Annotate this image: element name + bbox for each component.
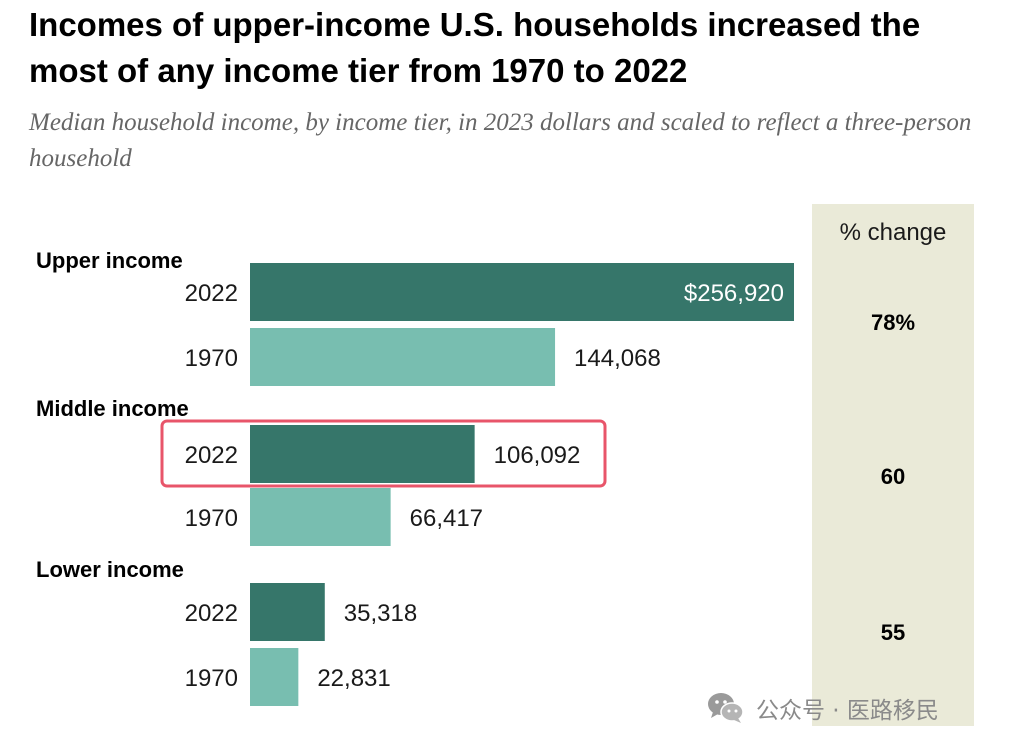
bar-upper-income-1970 bbox=[250, 328, 556, 386]
change-value: 55 bbox=[881, 620, 905, 645]
bar-lower-income-2022 bbox=[250, 583, 325, 641]
data-label: 66,417 bbox=[410, 505, 483, 532]
watermark-text: 公众号 · 医路移民 bbox=[756, 698, 939, 724]
bar-middle-income-1970 bbox=[250, 488, 391, 546]
watermark: 公众号 · 医路移民 bbox=[706, 688, 939, 728]
data-label: 106,092 bbox=[494, 442, 581, 469]
wechat-icon bbox=[708, 693, 744, 723]
year-tick-label: 1970 bbox=[185, 665, 238, 692]
data-label: 144,068 bbox=[574, 345, 661, 372]
group-label: Lower income bbox=[36, 557, 184, 582]
group-label: Middle income bbox=[36, 396, 189, 421]
change-column-bg bbox=[812, 204, 974, 726]
chart-title: Incomes of upper-income U.S. households … bbox=[29, 6, 921, 89]
year-tick-label: 2022 bbox=[185, 442, 238, 469]
data-label: 22,831 bbox=[317, 665, 390, 692]
bar-upper-income-2022 bbox=[250, 263, 794, 321]
data-label: $256,920 bbox=[684, 280, 784, 307]
change-value: 78% bbox=[871, 310, 915, 335]
chart-subtitle: Median household income, by income tier,… bbox=[29, 109, 972, 172]
highlight-box bbox=[160, 419, 607, 488]
year-tick-label: 2022 bbox=[185, 280, 238, 307]
year-tick-label: 1970 bbox=[185, 345, 238, 372]
year-tick-label: 2022 bbox=[185, 600, 238, 627]
year-tick-label: 1970 bbox=[185, 505, 238, 532]
data-label: 35,318 bbox=[344, 600, 417, 627]
change-column-header: % change bbox=[840, 219, 947, 246]
change-value: 60 bbox=[881, 464, 905, 489]
bar-lower-income-1970 bbox=[250, 648, 299, 706]
group-label: Upper income bbox=[36, 248, 183, 273]
bar-middle-income-2022 bbox=[250, 425, 475, 483]
